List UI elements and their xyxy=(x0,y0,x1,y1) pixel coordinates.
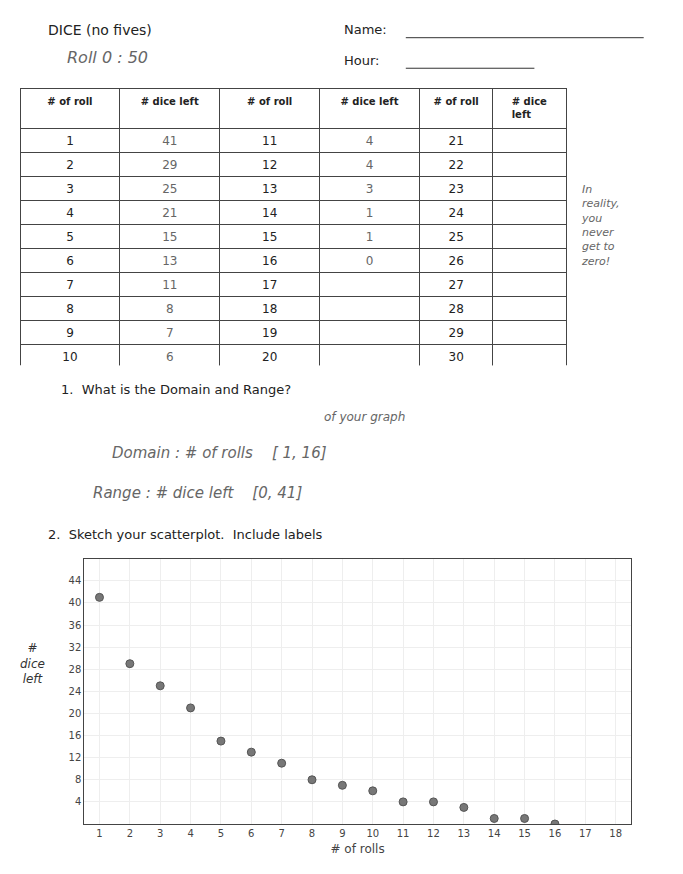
svg-text:7: 7 xyxy=(278,828,284,839)
svg-text:15: 15 xyxy=(518,828,531,839)
svg-text:21: 21 xyxy=(162,206,177,220)
svg-text:Range : # dice left [0, 41]: Range : # dice left [0, 41] xyxy=(93,484,302,502)
svg-text:18: 18 xyxy=(609,828,622,839)
svg-text:4: 4 xyxy=(187,828,193,839)
svg-text:5: 5 xyxy=(218,828,224,839)
svg-text:26: 26 xyxy=(448,254,463,268)
svg-text:6: 6 xyxy=(248,828,254,839)
svg-text:16: 16 xyxy=(549,828,562,839)
svg-text:13: 13 xyxy=(262,182,277,196)
svg-text:11: 11 xyxy=(162,278,177,292)
svg-text:1: 1 xyxy=(366,206,374,220)
svg-text:# diceleft: # diceleft xyxy=(512,96,547,120)
svg-text:# of roll: # of roll xyxy=(47,96,92,107)
svg-text:29: 29 xyxy=(162,158,177,172)
svg-text:1. What is the Domain and Ran: 1. What is the Domain and Range? xyxy=(61,382,291,397)
svg-text:19: 19 xyxy=(262,326,277,340)
svg-text:# dice left: # dice left xyxy=(141,96,199,107)
svg-text:16: 16 xyxy=(69,730,82,741)
svg-text:1: 1 xyxy=(366,230,374,244)
svg-text:27: 27 xyxy=(448,278,463,292)
svg-text:4: 4 xyxy=(366,134,374,148)
svg-text:11: 11 xyxy=(262,134,277,148)
svg-text:Roll 0 : 50: Roll 0 : 50 xyxy=(67,48,148,67)
svg-text:5: 5 xyxy=(66,230,74,244)
svg-text:13: 13 xyxy=(162,254,177,268)
svg-text:8: 8 xyxy=(309,828,315,839)
svg-text:1: 1 xyxy=(66,134,74,148)
svg-text:0: 0 xyxy=(366,254,374,268)
svg-text:of your graph: of your graph xyxy=(324,410,405,424)
svg-text:18: 18 xyxy=(262,302,277,316)
svg-text:6: 6 xyxy=(66,254,74,268)
svg-text:28: 28 xyxy=(448,302,463,316)
svg-text:24: 24 xyxy=(69,686,82,697)
svg-text:15: 15 xyxy=(162,230,177,244)
svg-text:Name:: Name: xyxy=(344,22,387,37)
svg-text:3: 3 xyxy=(157,828,163,839)
svg-text:10: 10 xyxy=(366,828,379,839)
svg-text:16: 16 xyxy=(262,254,277,268)
svg-text:6: 6 xyxy=(166,350,174,364)
svg-text:17: 17 xyxy=(579,828,592,839)
svg-text:13: 13 xyxy=(457,828,470,839)
svg-text:15: 15 xyxy=(262,230,277,244)
svg-text:36: 36 xyxy=(69,620,82,631)
svg-text:Domain : # of rolls [ 1, 16: Domain : # of rolls [ 1, 16] xyxy=(112,444,327,462)
svg-text:10: 10 xyxy=(62,350,77,364)
svg-text:20: 20 xyxy=(69,708,82,719)
svg-text:25: 25 xyxy=(448,230,463,244)
svg-text:# of roll: # of roll xyxy=(434,96,479,107)
svg-text:9: 9 xyxy=(66,326,74,340)
svg-text:8: 8 xyxy=(66,302,74,316)
svg-text:25: 25 xyxy=(162,182,177,196)
svg-text:11: 11 xyxy=(397,828,410,839)
svg-text:20: 20 xyxy=(262,350,277,364)
svg-text:2. Sketch your scatterplot.: 2. Sketch your scatterplot. Include labe… xyxy=(48,527,323,542)
svg-text:1: 1 xyxy=(96,828,102,839)
svg-text:30: 30 xyxy=(448,350,463,364)
svg-text:23: 23 xyxy=(448,182,463,196)
svg-text:DICE (no fives): DICE (no fives) xyxy=(48,22,152,38)
svg-text:#diceleft: #diceleft xyxy=(20,641,45,686)
svg-text:# dice left: # dice left xyxy=(340,96,398,107)
svg-text:22: 22 xyxy=(448,158,463,172)
svg-text:12: 12 xyxy=(69,752,82,763)
svg-text:4: 4 xyxy=(366,158,374,172)
svg-text:Inreality,youneverget tozero!: Inreality,youneverget tozero! xyxy=(581,183,620,268)
svg-text:24: 24 xyxy=(448,206,463,220)
svg-text:3: 3 xyxy=(66,182,74,196)
svg-text:2: 2 xyxy=(66,158,74,172)
svg-text:14: 14 xyxy=(262,206,277,220)
svg-text:Hour:: Hour: xyxy=(344,53,379,68)
svg-text:29: 29 xyxy=(448,326,463,340)
svg-text:12: 12 xyxy=(262,158,277,172)
svg-text:12: 12 xyxy=(427,828,440,839)
svg-text:4: 4 xyxy=(75,796,81,807)
svg-text:8: 8 xyxy=(166,302,174,316)
svg-text:7: 7 xyxy=(166,326,174,340)
svg-text:# of roll: # of roll xyxy=(247,96,292,107)
svg-text:17: 17 xyxy=(262,278,277,292)
svg-text:9: 9 xyxy=(339,828,345,839)
svg-text:3: 3 xyxy=(366,182,374,196)
svg-text:41: 41 xyxy=(162,134,177,148)
svg-text:8: 8 xyxy=(75,774,81,785)
svg-text:4: 4 xyxy=(66,206,74,220)
svg-text:# of rolls: # of rolls xyxy=(330,842,384,856)
svg-text:14: 14 xyxy=(488,828,501,839)
svg-text:40: 40 xyxy=(69,597,82,608)
svg-text:21: 21 xyxy=(448,134,463,148)
svg-text:7: 7 xyxy=(66,278,74,292)
svg-text:44: 44 xyxy=(69,575,82,586)
svg-text:2: 2 xyxy=(127,828,133,839)
svg-text:28: 28 xyxy=(69,664,82,675)
svg-text:32: 32 xyxy=(69,642,82,653)
